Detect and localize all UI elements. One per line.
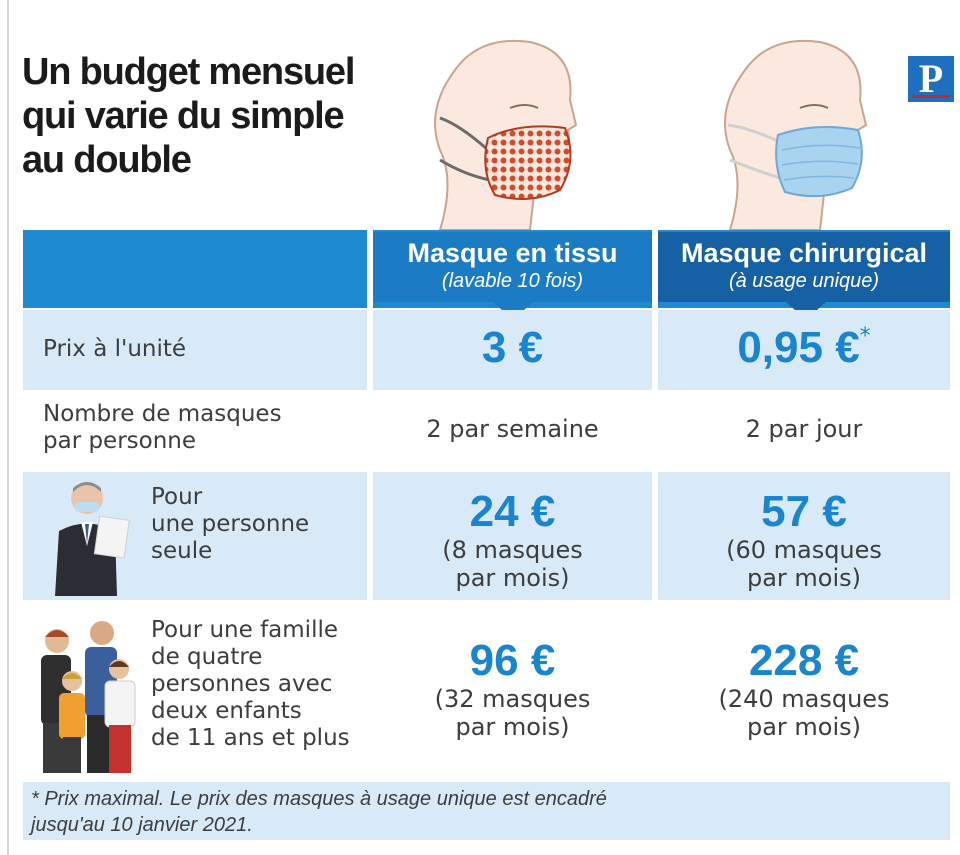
price-fabric: 3 € [481, 323, 544, 372]
single-person-surgical: 57 € (60 masques par mois) [658, 487, 950, 593]
table-row-single-person: Pour une personne seule 24 € (8 masques … [23, 472, 950, 600]
column-separator-2 [652, 230, 658, 778]
column-surgical-name: Masque chirurgical [680, 238, 928, 268]
row-label-count: Nombre de masques par personne [43, 401, 282, 454]
column-fabric-detail: (lavable 10 fois) [441, 270, 584, 292]
table-row-family: Pour une famille de quatre personnes ave… [23, 605, 950, 778]
family-surgical: 228 € (240 masques par mois) [658, 636, 950, 742]
table-row-count: Nombre de masques par personne 2 par sem… [23, 395, 950, 467]
row-label-single-person: Pour une personne seule [151, 484, 310, 564]
family-fabric: 96 € (32 masques par mois) [373, 636, 652, 742]
footnote: * Prix maximal. Le prix des masques à us… [23, 782, 950, 840]
footnote-line-1: * Prix maximal. Le prix des masques à us… [31, 788, 607, 810]
row-label-family: Pour une famille de quatre personnes ave… [151, 617, 350, 751]
family-icon [41, 621, 136, 773]
family-fabric-cost: 96 € [469, 636, 556, 685]
logo-letter: P [918, 56, 944, 101]
column-fabric-name: Masque en tissu [407, 238, 618, 268]
single-person-icon [55, 482, 130, 596]
surgical-mask-head-illustration [724, 39, 868, 230]
title-line-2: qui varie du simple [22, 95, 345, 137]
single-surgical-cost: 57 € [761, 487, 847, 536]
fabric-mask-head-illustration [434, 39, 578, 230]
price-footnote-mark: * [859, 324, 871, 349]
footnote-line-2: jusqu'au 10 janvier 2021. [31, 814, 253, 836]
title-line-3: au double [22, 139, 192, 181]
count-surgical: 2 par jour [745, 415, 863, 443]
publisher-logo: P [908, 56, 954, 102]
family-surgical-cost: 228 € [748, 636, 860, 685]
column-header-surgical: Masque chirurgical (à usage unique) [658, 232, 950, 302]
count-fabric: 2 par semaine [426, 415, 599, 443]
left-border [7, 0, 9, 855]
column-separator-1 [367, 230, 373, 778]
page-title: Un budget mensuel qui varie du simple au… [22, 50, 382, 182]
column-header-fabric: Masque en tissu (lavable 10 fois) [373, 232, 652, 302]
single-person-fabric: 24 € (8 masques par mois) [373, 487, 652, 593]
title-line-1: Un budget mensuel [22, 51, 355, 93]
price-surgical: 0,95 €* [737, 323, 871, 372]
row-label-price: Prix à l'unité [43, 336, 187, 362]
column-surgical-detail: (à usage unique) [728, 270, 880, 292]
single-fabric-cost: 24 € [469, 487, 556, 536]
table-row-price: Prix à l'unité 3 € 0,95 €* [23, 310, 950, 390]
